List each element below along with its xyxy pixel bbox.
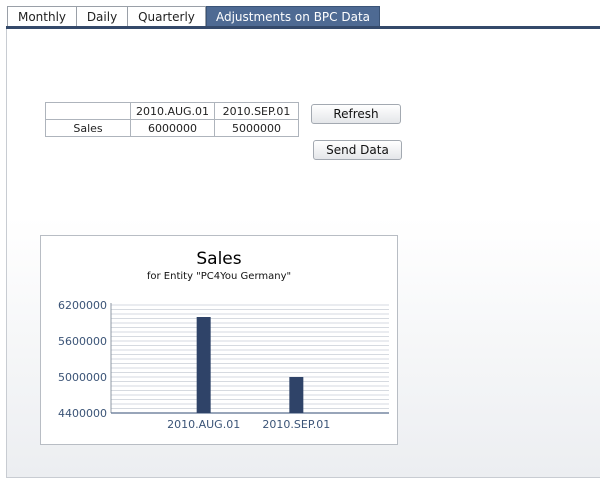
data-table: 2010.AUG.01 2010.SEP.01 Sales 6000000 50… [45,102,299,137]
refresh-button[interactable]: Refresh [311,104,401,124]
table-header-cell [45,102,131,120]
bar [196,317,211,413]
bar [289,377,304,413]
table-cell[interactable]: 5000000 [214,119,299,137]
x-tick-label: 2010.SEP.01 [262,418,330,431]
table-row-label: Sales [45,119,131,137]
table-header-cell: 2010.AUG.01 [130,102,215,120]
tab-daily[interactable]: Daily [76,6,128,26]
chart-plot: 6200000 5600000 5000000 4400000 2010.AUG.01 2… [58,299,389,431]
tab-adjustments[interactable]: Adjustments on BPC Data [206,6,380,26]
y-tick-label: 5600000 [58,335,107,348]
send-data-button[interactable]: Send Data [313,140,402,160]
y-tick-label: 6200000 [58,299,107,312]
sales-chart: Sales for Entity "PC4You Germany" 620000… [40,235,398,445]
table-header-cell: 2010.SEP.01 [214,102,299,120]
chart-title: Sales [196,249,242,269]
chart-subtitle: for Entity "PC4You Germany" [146,271,292,282]
tab-monthly[interactable]: Monthly [7,6,77,26]
y-tick-label: 4400000 [58,407,107,420]
x-tick-label: 2010.AUG.01 [167,418,240,431]
tab-underline [6,26,600,29]
y-tick-label: 5000000 [58,371,107,384]
tab-quarterly[interactable]: Quarterly [127,6,206,26]
table-header-row: 2010.AUG.01 2010.SEP.01 [45,102,299,120]
tab-bar: Monthly Daily Quarterly Adjustments on B… [0,0,600,26]
table-row: Sales 6000000 5000000 [45,119,299,137]
table-cell[interactable]: 6000000 [130,119,215,137]
